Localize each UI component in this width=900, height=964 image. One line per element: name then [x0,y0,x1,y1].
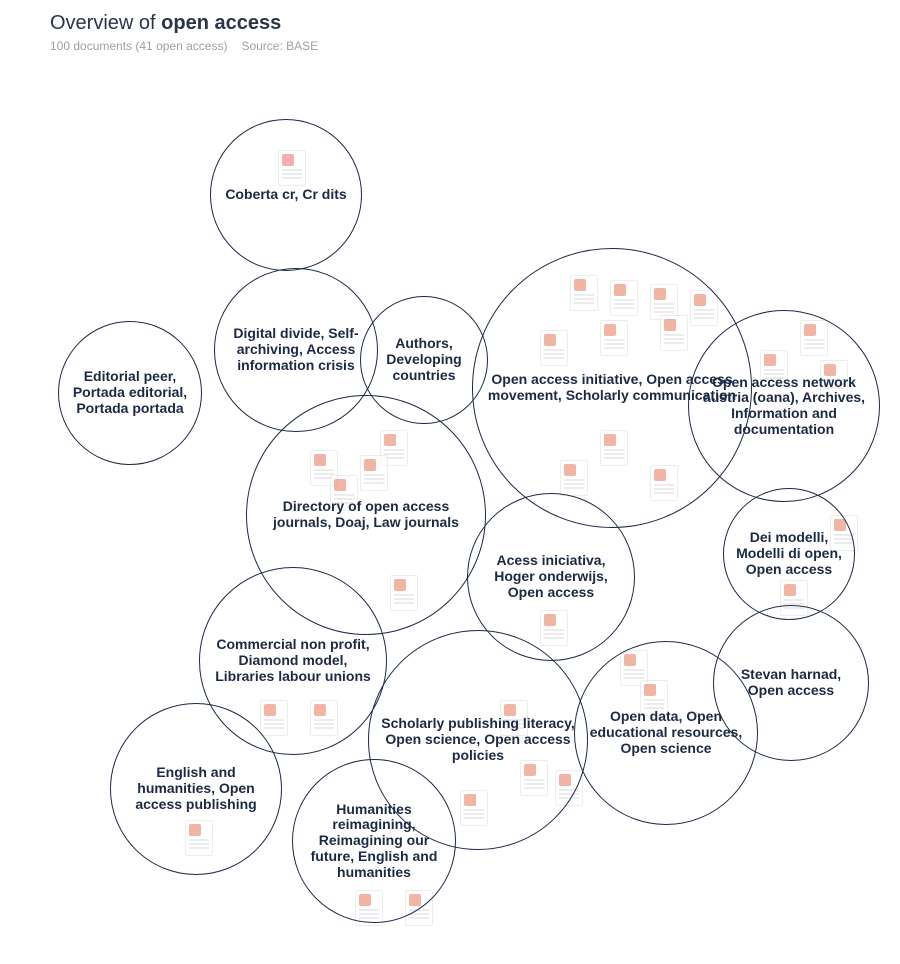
cluster-bubble-english[interactable]: English and humanities, Open access publ… [110,703,282,875]
cluster-label: Open access network austria (oana), Arch… [689,375,879,438]
cluster-label: Humanities reimagining, Reimagining our … [293,802,455,880]
cluster-bubble-humanities[interactable]: Humanities reimagining, Reimagining our … [292,759,456,923]
cluster-bubble-austria[interactable]: Open access network austria (oana), Arch… [688,310,880,502]
cluster-label: Authors, Developing countries [361,336,487,383]
cluster-label: Scholarly publishing literacy, Open scie… [369,716,587,763]
cluster-bubble-opendata[interactable]: Open data, Open educational resources, O… [574,641,758,825]
cluster-label: Coberta cr, Cr dits [215,187,356,203]
cluster-label: Editorial peer, Portada editorial, Porta… [59,369,201,416]
cluster-bubble-dei[interactable]: Dei modelli, Modelli di open, Open acces… [723,488,855,620]
cluster-label: Digital divide, Self-archiving, Access i… [215,326,377,373]
cluster-label: Commercial non profit, Diamond model, Li… [200,637,386,684]
cluster-label: Dei modelli, Modelli di open, Open acces… [724,530,854,577]
cluster-bubble-coberta[interactable]: Coberta cr, Cr dits [210,119,362,271]
bubble-canvas: Coberta cr, Cr dits Digital divide, Self-… [0,0,900,964]
cluster-label: Directory of open access journals, Doaj,… [247,499,485,530]
cluster-bubble-editorial[interactable]: Editorial peer, Portada editorial, Porta… [58,321,202,465]
cluster-label: Acess iniciativa, Hoger onderwijs, Open … [468,553,634,600]
cluster-label: English and humanities, Open access publ… [111,765,281,812]
cluster-label: Open data, Open educational resources, O… [575,709,757,756]
